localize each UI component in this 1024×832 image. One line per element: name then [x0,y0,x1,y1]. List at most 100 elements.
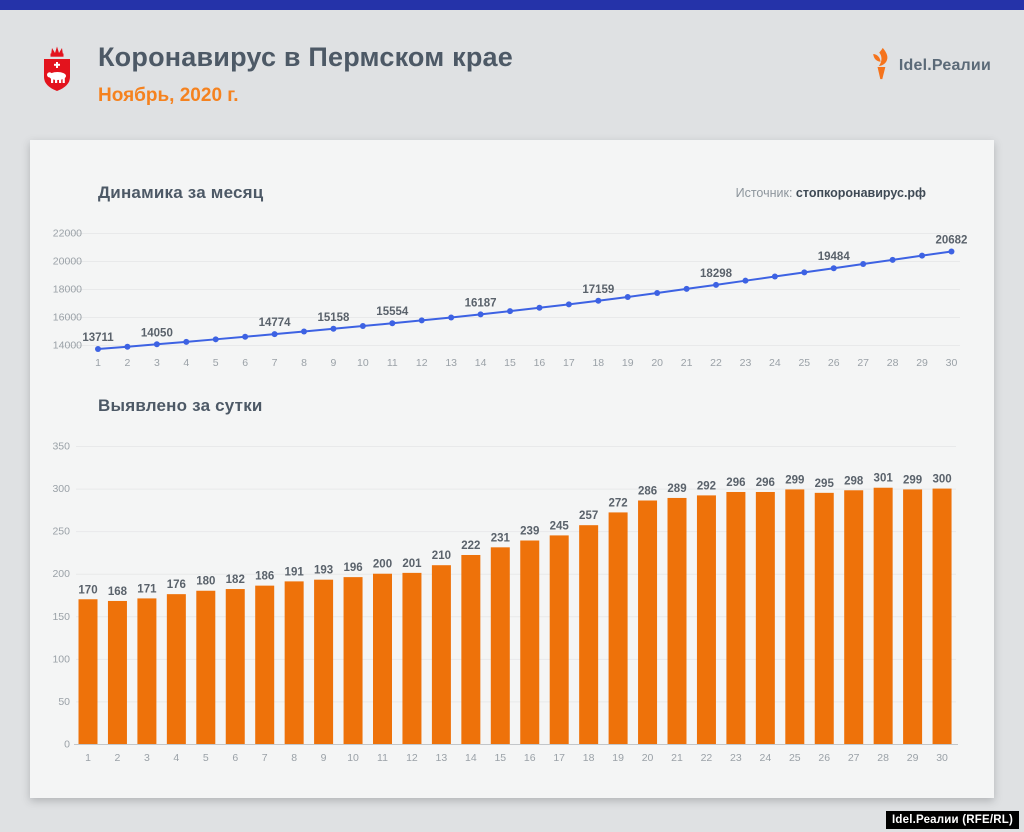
svg-text:20: 20 [651,357,663,369]
svg-text:286: 286 [638,485,657,497]
svg-text:11: 11 [377,752,388,764]
svg-text:257: 257 [579,510,598,522]
svg-text:15: 15 [504,357,516,369]
svg-text:298: 298 [844,475,864,487]
svg-text:20000: 20000 [53,256,82,268]
svg-text:28: 28 [887,357,899,369]
svg-text:27: 27 [857,357,869,369]
svg-text:193: 193 [314,565,333,577]
svg-text:10: 10 [347,752,359,764]
svg-text:8: 8 [291,752,297,764]
svg-text:14774: 14774 [259,317,292,329]
svg-text:182: 182 [226,574,245,586]
page-title: Коронавирус в Пермском крае [98,42,513,72]
svg-text:15: 15 [494,752,506,764]
svg-text:296: 296 [726,477,745,489]
svg-text:289: 289 [667,483,686,495]
svg-text:16: 16 [524,752,536,764]
svg-text:27: 27 [848,752,860,764]
svg-text:30: 30 [946,357,958,369]
svg-text:29: 29 [907,752,919,764]
svg-text:22000: 22000 [53,228,82,240]
svg-text:19: 19 [612,752,624,764]
svg-text:150: 150 [52,611,70,623]
svg-text:30: 30 [936,752,948,764]
svg-text:191: 191 [285,566,305,578]
svg-text:3: 3 [144,752,150,764]
svg-text:19: 19 [622,357,634,369]
svg-text:18000: 18000 [53,284,82,296]
svg-text:2: 2 [125,357,131,369]
svg-text:9: 9 [321,752,327,764]
svg-text:301: 301 [874,473,894,485]
svg-text:300: 300 [52,483,70,495]
svg-text:300: 300 [932,474,951,486]
svg-text:6: 6 [242,357,248,369]
svg-text:16187: 16187 [465,297,497,309]
svg-text:200: 200 [52,568,70,580]
credit-badge: Idel.Реалии (RFE/RL) [885,811,1019,829]
svg-text:29: 29 [916,357,928,369]
torch-icon [868,47,894,85]
infographic-card: Динамика за месяц Источник: стопкоронави… [30,140,994,798]
line-chart-title: Динамика за месяц [98,183,264,202]
svg-text:22: 22 [701,752,713,764]
source-label: Источник: [735,186,793,200]
svg-text:1: 1 [95,357,101,369]
svg-text:2: 2 [115,752,121,764]
svg-text:4: 4 [183,357,189,369]
svg-text:12: 12 [406,752,418,764]
svg-text:171: 171 [137,583,157,595]
svg-text:8: 8 [301,357,307,369]
bar-chart-title: Выявлено за сутки [98,396,263,415]
svg-text:0: 0 [64,739,70,751]
svg-text:23: 23 [730,752,742,764]
svg-text:3: 3 [154,357,160,369]
svg-text:25: 25 [789,752,801,764]
svg-text:16: 16 [534,357,546,369]
svg-text:14000: 14000 [53,340,82,352]
svg-text:15158: 15158 [317,312,350,324]
svg-text:222: 222 [461,540,480,552]
svg-text:26: 26 [828,357,840,369]
svg-text:17: 17 [553,752,565,764]
svg-text:201: 201 [402,558,422,570]
svg-text:20682: 20682 [935,234,967,246]
svg-text:14050: 14050 [141,327,173,339]
svg-text:239: 239 [520,526,539,538]
svg-text:26: 26 [818,752,830,764]
svg-text:196: 196 [343,562,362,574]
svg-text:180: 180 [196,576,215,588]
svg-text:21: 21 [681,357,693,369]
svg-text:21: 21 [671,752,683,764]
svg-text:350: 350 [52,441,70,453]
svg-text:4: 4 [173,752,179,764]
source-note: Источник: стопкоронавирус.рф [736,186,926,200]
svg-text:272: 272 [609,497,628,509]
svg-text:10: 10 [357,357,369,369]
svg-text:168: 168 [108,586,128,598]
svg-text:17159: 17159 [582,284,614,296]
svg-text:13: 13 [436,752,448,764]
svg-text:200: 200 [373,559,392,571]
svg-text:1: 1 [85,752,91,764]
svg-text:5: 5 [203,752,209,764]
perm-coat-of-arms-icon [40,45,74,93]
svg-text:7: 7 [262,752,268,764]
svg-text:50: 50 [58,696,70,708]
brand-name: Idel.Реалии [898,57,991,74]
svg-text:170: 170 [78,584,97,596]
svg-text:19484: 19484 [818,251,851,263]
svg-text:296: 296 [756,477,775,489]
svg-text:23: 23 [740,357,752,369]
svg-text:5: 5 [213,357,219,369]
page-subtitle: Ноябрь, 2020 г. [98,85,239,106]
svg-text:14: 14 [465,752,477,764]
svg-text:12: 12 [416,357,428,369]
svg-text:18298: 18298 [700,268,733,280]
svg-text:11: 11 [387,357,398,369]
svg-text:18: 18 [592,357,604,369]
bar-chart-svg: 0501001502002503003501701168217131764180… [52,441,958,764]
svg-text:250: 250 [52,526,70,538]
